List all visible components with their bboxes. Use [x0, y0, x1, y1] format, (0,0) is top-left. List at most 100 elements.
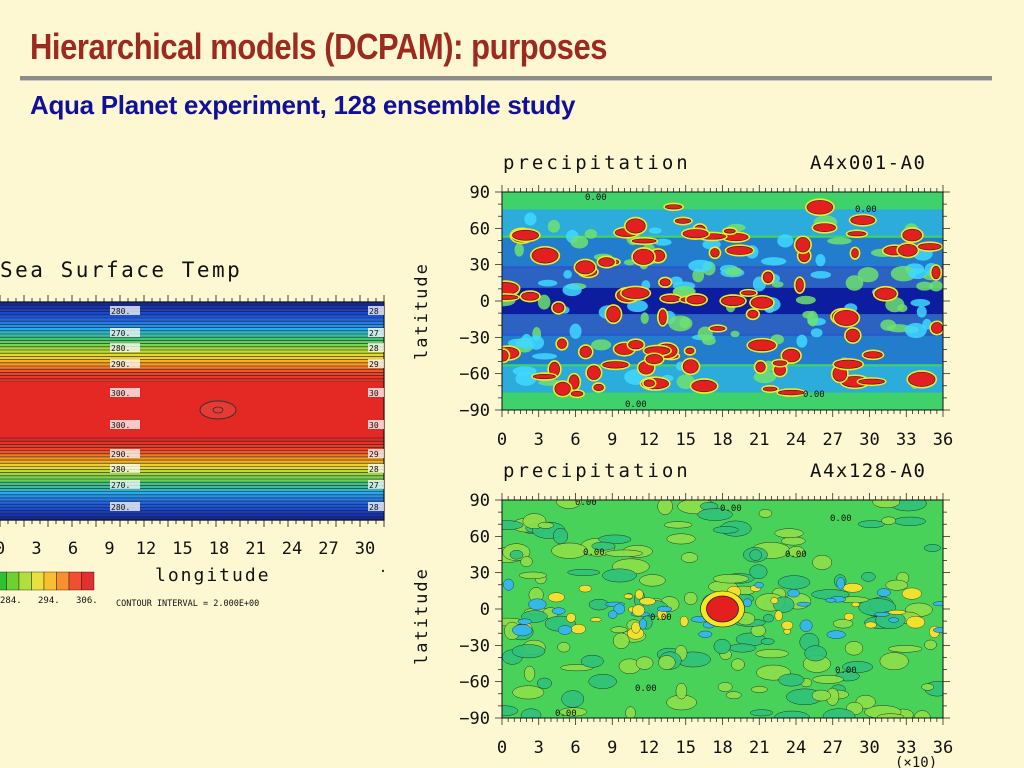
- precip-patch: [725, 691, 742, 700]
- precip-cell: [898, 243, 918, 257]
- precip-patch: [731, 658, 745, 671]
- sst-band: [0, 463, 384, 467]
- precip-patch: [631, 621, 641, 634]
- sst-band: [0, 447, 384, 452]
- precip-patch: [876, 588, 891, 597]
- precip-patch: [906, 615, 926, 629]
- sst-band: [0, 453, 384, 458]
- precip-cell: [850, 215, 876, 225]
- sst-edge-label: 28: [369, 344, 379, 353]
- precip-cell: [741, 290, 757, 296]
- precip-cell: [851, 248, 859, 259]
- precip-y-tick-label: 90: [470, 183, 490, 203]
- precip-patch: [795, 295, 816, 305]
- precip-patch: [901, 587, 922, 600]
- precip-patch: [778, 673, 805, 687]
- precip-patch: [521, 333, 533, 350]
- sst-label-bg: [368, 343, 384, 352]
- sst-band: [0, 460, 384, 464]
- sst-band: [0, 311, 384, 316]
- precip-contour-label: 0.00: [585, 193, 607, 203]
- colorbar-swatch: [6, 571, 20, 591]
- sst-contour-label: 290.: [111, 450, 130, 459]
- sst-band: [0, 491, 384, 496]
- precip-cell: [632, 248, 655, 265]
- precip-cell: [552, 302, 565, 314]
- precip-patch: [520, 556, 533, 568]
- sst-band: [0, 337, 384, 341]
- precip-cell: [628, 340, 644, 350]
- precip-cell: [521, 291, 540, 301]
- sst-band: [0, 362, 384, 367]
- precip-patch: [515, 371, 537, 386]
- sst-x-ellipsis: ·: [379, 564, 387, 580]
- precip-patch: [788, 545, 805, 558]
- sst-warm-core: [212, 406, 224, 414]
- precip-x-tick-label: 30: [859, 738, 879, 758]
- sst-band: [0, 308, 384, 313]
- sst-band: [0, 366, 384, 370]
- precip-patch: [663, 521, 693, 529]
- sst-band: [0, 318, 384, 322]
- precip-cell: [750, 296, 774, 309]
- precip-patch: [832, 618, 854, 629]
- precip-cell: [762, 386, 778, 392]
- precip-patch: [796, 334, 808, 348]
- precip-patch: [844, 641, 864, 656]
- sst-label-bg: [110, 359, 140, 368]
- sst-band: [0, 305, 384, 309]
- precip-top-map: 0.00 0.00 0.00 0.00: [502, 192, 943, 410]
- colorbar-swatch: [43, 571, 57, 591]
- sst-band: [0, 375, 384, 380]
- precip-cell: [778, 389, 805, 396]
- sst-x-tick-label: 6: [68, 539, 78, 559]
- precip-cell: [532, 373, 556, 380]
- precip-patch: [796, 601, 811, 607]
- precip-x-tick-label: 12: [639, 738, 659, 758]
- precip-cell: [795, 237, 811, 253]
- precip-patch: [728, 643, 756, 653]
- colorbar-swatch: [56, 571, 70, 591]
- precip-x-tick-label: 36: [933, 738, 953, 758]
- precip-patch: [787, 589, 800, 598]
- precip-cell: [674, 218, 692, 224]
- sst-edge-label: 27: [369, 329, 379, 338]
- sst-label-bg: [368, 388, 384, 397]
- precip-patch: [924, 639, 937, 650]
- precip-patch: [656, 606, 673, 612]
- sst-band: [0, 456, 384, 461]
- precip-cell: [747, 309, 759, 319]
- sst-band: [0, 450, 384, 455]
- sst-band: [0, 475, 384, 480]
- precip-cell: [748, 339, 776, 352]
- sst-label-bg: [110, 388, 140, 397]
- sst-band: [0, 340, 384, 345]
- sst-label-bg: [368, 464, 384, 473]
- precip-cell: [834, 359, 863, 369]
- precip-y-tick-label: −30: [459, 636, 490, 656]
- precip-patch: [590, 617, 602, 622]
- sst-x-tick-labels: 0 3 6 9 12 15 18 21 24 27 30·: [0, 539, 387, 580]
- precip-patch: [502, 520, 524, 530]
- sst-band: [0, 501, 384, 505]
- precip-patch: [845, 275, 864, 291]
- sst-label-bg: [368, 359, 384, 368]
- sst-band: [0, 324, 384, 329]
- precip-x-tick-label: 24: [786, 430, 806, 450]
- sst-x-tick-label: 27: [318, 539, 338, 559]
- precip-cell: [502, 294, 519, 300]
- precip-patch: [512, 685, 545, 700]
- sst-band: [0, 482, 384, 486]
- precip-patch: [563, 270, 572, 279]
- precip-patch: [893, 516, 926, 526]
- sst-band: [0, 438, 384, 442]
- precip-cell: [502, 349, 509, 362]
- contour-interval-note: CONTOUR INTERVAL = 2.000E+00: [116, 599, 259, 609]
- sst-contour-label: 290.: [111, 360, 130, 369]
- precip-patch: [910, 299, 931, 307]
- precip-cell: [682, 229, 709, 239]
- precip-y-tick-label: −90: [459, 401, 490, 421]
- sst-colorbar: [0, 571, 95, 591]
- precip-patch: [929, 280, 943, 292]
